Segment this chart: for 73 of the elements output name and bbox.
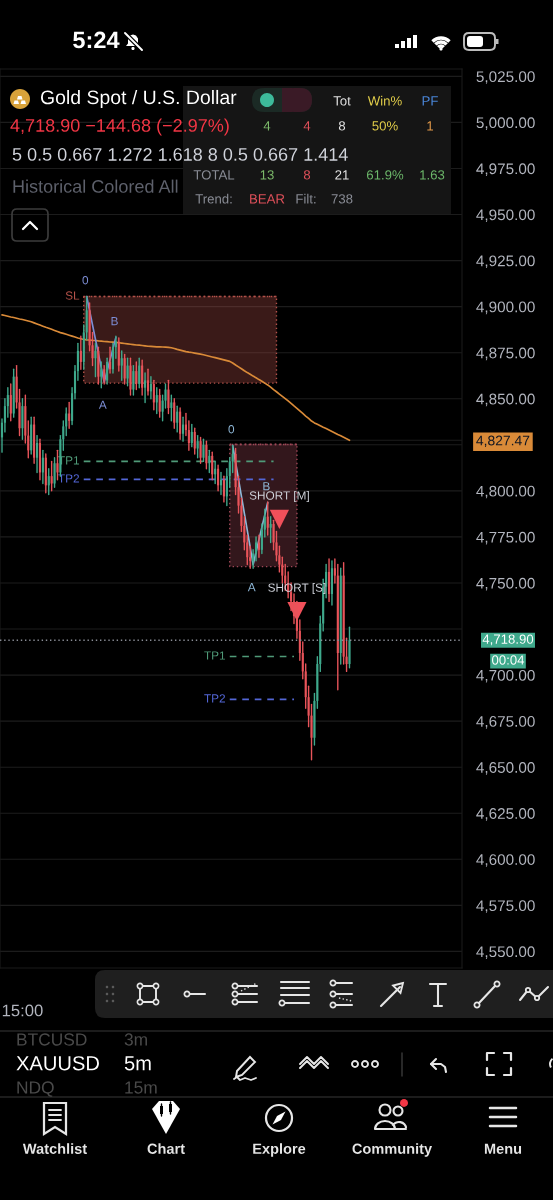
text: 5:24 (73, 31, 120, 49)
annotation: Tot (333, 96, 351, 106)
annotation: 8 (338, 121, 346, 131)
y-tick-label: 4,775.00 (476, 531, 535, 545)
y-tick-label: 4,700.00 (476, 669, 535, 683)
series-label: TP2 (58, 474, 79, 483)
series-label: TP1 (204, 651, 226, 660)
annotation: 21 (335, 170, 349, 180)
y-tick-label: 4,650.00 (476, 762, 535, 775)
y-tick-label: 5,000.00 (476, 117, 535, 130)
y-tick-label: 4,975.00 (476, 163, 535, 176)
y-tick-label: 4,900.00 (476, 301, 535, 315)
annotation: 0 (228, 425, 235, 434)
annotation: 738 (331, 194, 353, 204)
series-label: TP2 (204, 694, 225, 703)
data-label: SHORT [M] (249, 491, 309, 503)
text: Explore (253, 1143, 306, 1157)
y-tick-label: 4,950.00 (476, 209, 535, 223)
text: NDQ (17, 1081, 54, 1097)
text: 00:04 (492, 655, 525, 665)
annotation: Trend: (195, 193, 232, 204)
text: 15m (125, 1081, 157, 1094)
data-label: A (98, 400, 107, 409)
y-tick-label: 4,850.00 (476, 393, 535, 407)
text: 3m (124, 1033, 147, 1046)
text: 1 (427, 121, 434, 131)
line-series (85, 295, 117, 384)
annotation: 13 (260, 170, 274, 180)
annotation: 4 (263, 121, 271, 131)
text: PF (422, 96, 438, 106)
annotation: Filt: (296, 193, 316, 204)
candlestick (129, 357, 132, 396)
series-label: SL (65, 291, 80, 300)
annotation: Historical Colored All (13, 179, 178, 193)
x-tick-label: 15:00 (2, 1004, 43, 1017)
data-label: B (263, 482, 270, 491)
text: Community (352, 1143, 433, 1157)
y-tick-label: 4,575.00 (476, 900, 535, 913)
y-tick-label: 4,675.00 (476, 716, 535, 729)
line-series (1, 314, 351, 442)
candlestick (348, 626, 351, 669)
annotation: 0 (82, 276, 89, 285)
y-tick-label: 4,750.00 (476, 577, 535, 591)
y-tick-label: 4,875.00 (476, 347, 535, 361)
text: 61.9% (366, 170, 404, 180)
text: Menu (484, 1143, 522, 1154)
text: Win% (367, 95, 402, 106)
y-tick-label: 5,025.00 (476, 71, 535, 84)
text: XAUUSD (16, 1056, 99, 1071)
annotation: 4 (303, 121, 311, 131)
annotation: 8 (303, 170, 311, 180)
annotation: TOTAL (193, 170, 235, 180)
text: 1.63 (420, 170, 445, 180)
annotation: 5 0.5 0.667 1.272 1.618 8 0.5 0.667 1.414 (12, 148, 348, 161)
candlestick (56, 449, 59, 481)
y-tick-label: 4,800.00 (476, 485, 535, 499)
y-tick-label: 4,600.00 (476, 854, 535, 867)
y-tick-label: 4,625.00 (476, 808, 535, 821)
text: Gold Spot / U.S. Dollar (40, 89, 237, 109)
y-tick-label: 4,550.00 (476, 946, 535, 959)
text: Watchlist (22, 1143, 87, 1154)
data-label: A (247, 583, 256, 592)
y-tick-label: 4,827.47 (476, 435, 530, 448)
annotation: BEAR (250, 194, 285, 204)
text: Chart (147, 1143, 185, 1154)
text: BTCUSD (17, 1033, 87, 1046)
data-label: B (111, 317, 118, 326)
text: 50% (372, 121, 398, 131)
ref-line-label: 4,718.90 (482, 634, 534, 646)
y-tick-label: 4,925.00 (476, 255, 535, 269)
text: 4,718.90 −144.68 (−2.97%) (10, 118, 229, 136)
candlestick (202, 438, 205, 463)
text: 5m (124, 1056, 151, 1071)
